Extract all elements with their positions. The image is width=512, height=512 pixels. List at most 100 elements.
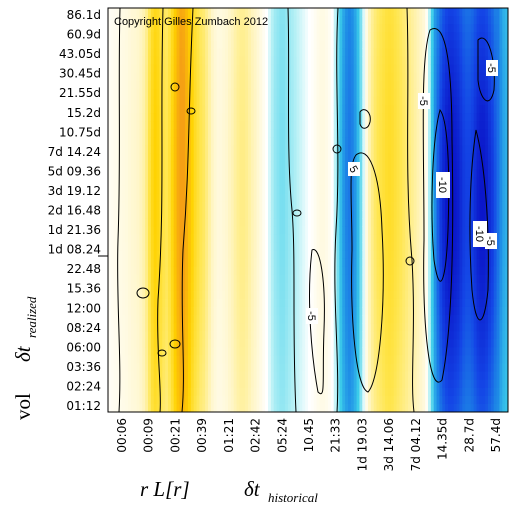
heatmap-cell: [350, 145, 355, 155]
heatmap-cell: [313, 234, 318, 243]
heatmap-cell: [336, 137, 341, 146]
heatmap-cell: [359, 56, 363, 66]
heatmap-cell: [276, 80, 281, 90]
heatmap-cell: [368, 266, 372, 276]
heatmap-cell: [385, 298, 389, 308]
heatmap-cell: [253, 145, 258, 155]
heatmap-cell: [373, 371, 378, 381]
heatmap-cell: [353, 40, 358, 49]
heatmap-cell: [213, 64, 218, 74]
heatmap-cell: [125, 56, 129, 66]
heatmap-cell: [250, 210, 255, 219]
heatmap-cell: [313, 387, 318, 397]
heatmap-cell: [185, 298, 189, 308]
heatmap-cell: [128, 80, 132, 90]
heatmap-cell: [276, 306, 281, 316]
heatmap-cell: [150, 145, 155, 155]
heatmap-cell: [210, 161, 215, 171]
heatmap-cell: [350, 104, 355, 114]
heatmap-cell: [156, 96, 161, 106]
heatmap-cell: [353, 306, 358, 316]
heatmap-cell: [365, 48, 369, 58]
heatmap-cell: [350, 177, 355, 187]
heatmap-cell: [130, 371, 135, 381]
heatmap-cell: [308, 48, 312, 58]
heatmap-cell: [142, 48, 146, 58]
heatmap-cell: [128, 242, 132, 251]
heatmap-cell: [122, 242, 126, 251]
heatmap-cell: [333, 113, 338, 122]
heatmap-cell: [108, 371, 112, 381]
heatmap-cell: [313, 218, 318, 227]
heatmap-cell: [305, 226, 309, 235]
heatmap-cell: [376, 104, 381, 114]
heatmap-cell: [205, 315, 209, 324]
heatmap-cell: [150, 379, 155, 389]
heatmap-cell: [342, 185, 346, 195]
heatmap-cell: [202, 258, 206, 268]
heatmap-cell: [236, 121, 241, 130]
heatmap-cell: [242, 145, 246, 155]
heatmap-cell: [208, 56, 212, 66]
heatmap-cell: [268, 250, 272, 260]
heatmap-cell: [148, 218, 152, 227]
heatmap-cell: [330, 347, 335, 357]
heatmap-cell: [139, 32, 143, 41]
heatmap-cell: [139, 290, 143, 300]
heatmap-cell: [196, 403, 201, 412]
heatmap-cell: [156, 32, 161, 41]
heatmap-cell: [259, 387, 263, 397]
heatmap-cell: [182, 193, 186, 203]
heatmap-cell: [179, 250, 183, 260]
heatmap-cell: [390, 48, 395, 58]
heatmap-cell: [213, 210, 218, 219]
heatmap-cell: [168, 363, 172, 373]
heatmap-cell: [173, 226, 178, 235]
heatmap-cell: [305, 153, 309, 163]
heatmap-cell: [165, 72, 169, 82]
heatmap-cell: [322, 242, 326, 251]
heatmap-cell: [390, 306, 395, 316]
heatmap-cell: [193, 145, 198, 155]
heatmap-cell: [208, 298, 212, 308]
heatmap-cell: [330, 371, 335, 381]
heatmap-cell: [325, 258, 329, 268]
heatmap-cell: [288, 339, 292, 348]
heatmap-cell: [388, 258, 392, 268]
heatmap-cell: [133, 40, 138, 49]
heatmap-cell: [202, 24, 206, 33]
heatmap-cell: [250, 121, 255, 130]
heatmap-cell: [196, 24, 201, 33]
heatmap-cell: [279, 298, 283, 308]
heatmap-cell: [153, 218, 158, 227]
heatmap-cell: [285, 387, 289, 397]
heatmap-cell: [339, 185, 343, 195]
heatmap-cell: [139, 250, 143, 260]
heatmap-cell: [242, 80, 246, 90]
heatmap-cell: [188, 371, 192, 381]
heatmap-cell: [165, 242, 169, 251]
heatmap-cell: [290, 177, 295, 187]
heatmap-cell: [339, 56, 343, 66]
heatmap-cell: [368, 48, 372, 58]
heatmap-cell: [382, 96, 386, 106]
heatmap-cell: [293, 32, 298, 41]
heatmap-cell: [119, 48, 123, 58]
heatmap-cell: [182, 210, 186, 219]
heatmap-cell: [196, 274, 201, 284]
heatmap-cell: [293, 250, 298, 260]
heatmap-cell: [322, 210, 326, 219]
heatmap-cell: [296, 266, 301, 276]
heatmap-cell: [268, 371, 272, 381]
heatmap-cell: [213, 274, 218, 284]
heatmap-cell: [316, 323, 321, 332]
heatmap-cell: [273, 315, 278, 324]
heatmap-cell: [322, 347, 326, 357]
heatmap-cell: [185, 129, 189, 138]
heatmap-cell: [145, 403, 149, 412]
heatmap-cell: [279, 266, 283, 276]
heatmap-cell: [122, 282, 126, 292]
heatmap-cell: [210, 104, 215, 114]
heatmap-cell: [196, 72, 201, 82]
heatmap-cell: [142, 64, 146, 74]
